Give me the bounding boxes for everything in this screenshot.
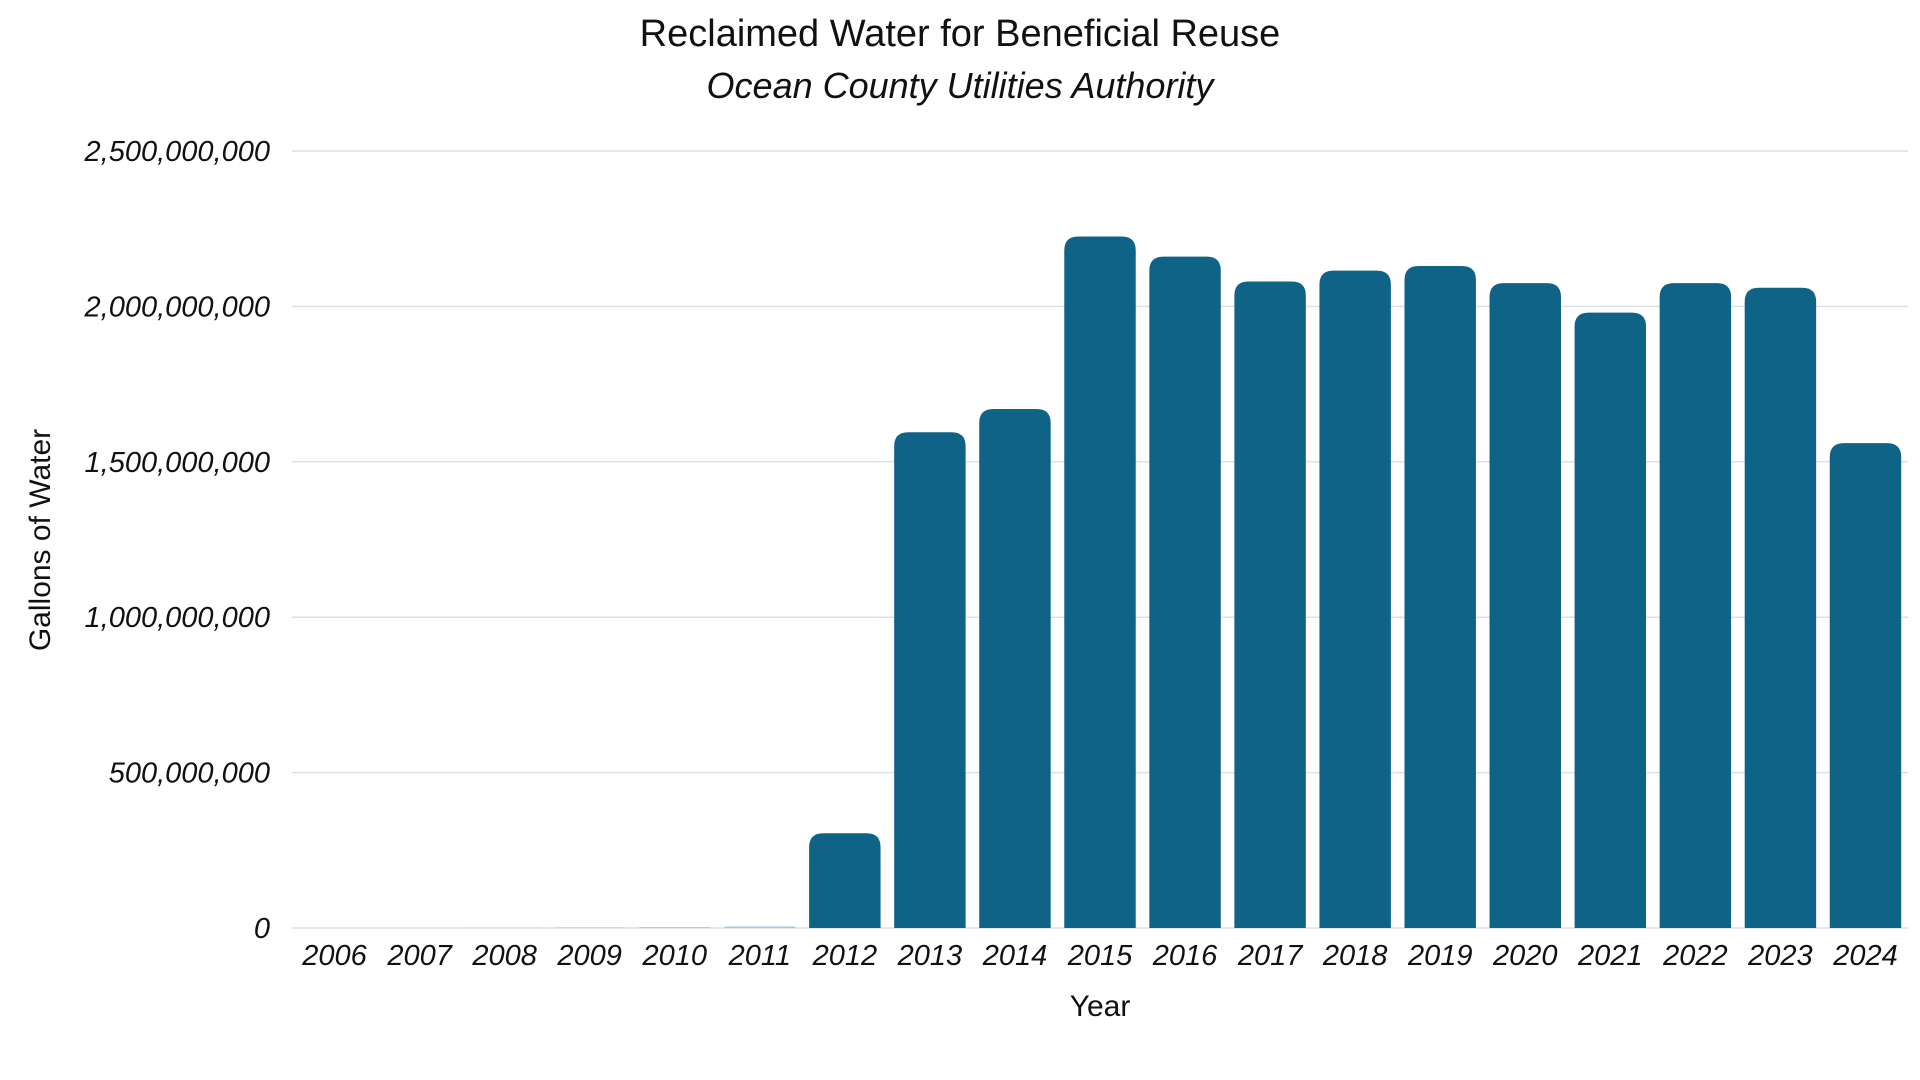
bar-2010	[639, 927, 711, 928]
bar-2019	[1404, 265, 1476, 929]
bar-2012	[809, 833, 881, 928]
bar-2018	[1319, 270, 1391, 929]
bar-2024	[1829, 443, 1902, 928]
bar-2013	[894, 432, 966, 928]
x-axis-ticks: 2006 2007 2008 2009 2010 2011 2012 2013 2014 2015…	[301, 940, 1897, 972]
bar-2022	[1659, 283, 1732, 929]
x-tick-label: 2018	[1322, 940, 1388, 972]
y-tick-label: 1,500,000,000	[85, 447, 270, 479]
x-tick-label: 2008	[471, 940, 537, 972]
x-tick-label: 2016	[1152, 940, 1218, 972]
chart-title: Reclaimed Water for Beneficial Reuse	[640, 13, 1281, 55]
x-axis-title: Year	[1070, 990, 1131, 1023]
x-tick-label: 2014	[982, 940, 1048, 972]
bar-2017	[1234, 281, 1306, 928]
x-tick-label: 2013	[897, 940, 963, 972]
y-axis-title: Gallons of Water	[24, 429, 57, 651]
x-tick-label: 2024	[1832, 940, 1898, 972]
bars	[468, 236, 1902, 929]
bar-2021	[1574, 312, 1647, 929]
chart-subtitle: Ocean County Utilities Authority	[707, 65, 1216, 106]
y-tick-label: 500,000,000	[109, 758, 270, 790]
x-tick-label: 2023	[1747, 940, 1813, 972]
x-tick-label: 2007	[386, 940, 453, 972]
x-tick-label: 2021	[1577, 940, 1643, 972]
bar-2020	[1489, 283, 1561, 929]
x-tick-label: 2009	[556, 940, 622, 972]
y-tick-label: 1,000,000,000	[85, 602, 270, 634]
x-tick-label: 2006	[301, 940, 367, 972]
y-axis-ticks: 0 500,000,000 1,000,000,000 1,500,000,000 2,…	[84, 136, 270, 945]
y-tick-label: 0	[254, 913, 270, 945]
x-tick-label: 2017	[1237, 940, 1304, 972]
bar-2023	[1744, 287, 1817, 928]
y-tick-label: 2,000,000,000	[84, 291, 270, 323]
x-tick-label: 2010	[641, 940, 707, 972]
x-tick-label: 2020	[1492, 940, 1558, 972]
x-tick-label: 2015	[1067, 940, 1133, 972]
x-tick-label: 2011	[728, 940, 791, 972]
bar-2014	[979, 408, 1051, 928]
y-tick-label: 2,500,000,000	[84, 136, 270, 168]
x-tick-label: 2012	[812, 940, 878, 972]
bar-2015	[1064, 236, 1136, 929]
bar-2011	[724, 926, 796, 928]
x-tick-label: 2022	[1662, 940, 1728, 972]
bar-2016	[1149, 256, 1221, 928]
x-tick-label: 2019	[1407, 940, 1473, 972]
